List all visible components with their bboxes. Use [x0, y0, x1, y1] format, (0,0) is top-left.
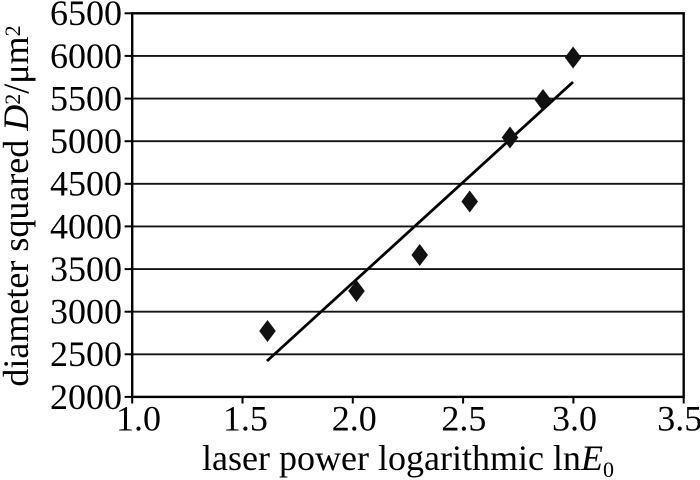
svg-text:6500: 6500 — [50, 0, 122, 33]
svg-text:6000: 6000 — [50, 36, 122, 76]
svg-text:5000: 5000 — [50, 121, 122, 161]
svg-text:diameter squared D2/μm2: diameter squared D2/μm2 — [0, 25, 36, 386]
svg-text:3.5: 3.5 — [657, 399, 700, 439]
svg-text:3.0: 3.0 — [552, 399, 597, 439]
svg-text:4500: 4500 — [50, 164, 122, 204]
svg-text:2500: 2500 — [50, 334, 122, 374]
svg-text:2.0: 2.0 — [332, 399, 377, 439]
svg-text:4000: 4000 — [50, 206, 122, 246]
svg-text:5500: 5500 — [50, 79, 122, 119]
svg-text:3000: 3000 — [50, 292, 122, 332]
svg-text:laser power logarithmic lnE0: laser power logarithmic lnE0 — [202, 438, 614, 480]
svg-text:2000: 2000 — [50, 377, 122, 417]
svg-text:1.0: 1.0 — [116, 399, 161, 439]
svg-text:2.5: 2.5 — [441, 399, 486, 439]
svg-text:1.5: 1.5 — [223, 399, 268, 439]
svg-text:3500: 3500 — [50, 249, 122, 289]
